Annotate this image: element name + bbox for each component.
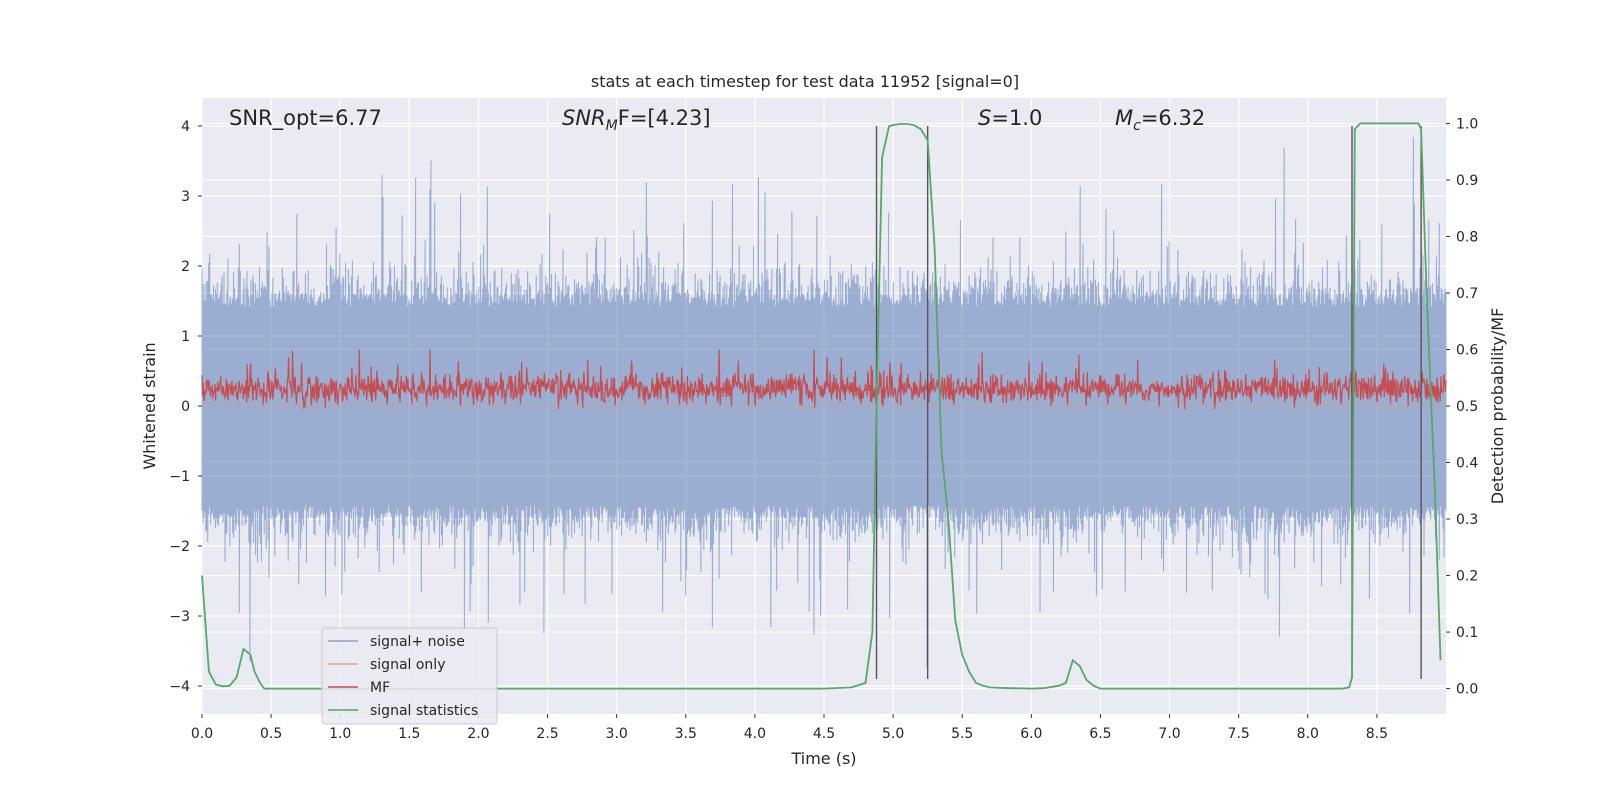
x-ticks: 0.0 0.5 1.0 1.5 2.0 2.5 3.0 3.5 4.0 4.5 5.0 5.5 6.0 6… [191,714,1388,742]
legend-entry: signal only [328,657,445,673]
y2-tick-label: 0.7 [1456,286,1478,302]
y2-ticks: 0.0 0.1 0.2 0.3 0.4 0.5 0.6 0.7 0.8 0.9 1.0 [1446,116,1478,698]
y2-tick-label: 0.6 [1456,342,1478,358]
mf-series [201,349,1447,409]
x-tick-label: 3.5 [675,726,697,742]
y-tick-label: −3 [169,609,190,625]
y-tick-label: 1 [181,329,190,345]
y2-axis-label: Detection probability/MF [1488,308,1507,505]
legend-entry: signal statistics [328,703,478,719]
y2-tick-label: 0.9 [1456,173,1478,189]
y-tick-label: −4 [169,679,190,695]
x-tick-label: 4.0 [744,726,766,742]
x-tick-label: 5.5 [951,726,973,742]
legend-entry: signal+ noise [328,634,465,650]
y2-tick-label: 0.1 [1456,625,1478,641]
legend-box [321,627,498,725]
legend-label: MF [370,680,390,696]
y2-tick-label: 0.0 [1456,682,1478,698]
annotation-mc: Mc=6.32 [1115,106,1205,134]
annotation-snr-opt: SNR_opt=6.77 [229,106,382,131]
x-tick-label: 2.0 [467,726,489,742]
y2-tick-label: 1.0 [1456,116,1478,132]
y-tick-label: −2 [169,539,190,555]
x-axis-label: Time (s) [790,749,856,768]
y-tick-label: 0 [181,399,190,415]
x-tick-label: 0.5 [260,726,282,742]
signal-statistics-series [201,122,1442,690]
x-tick-label: 3.0 [606,726,628,742]
noise-series [201,137,1447,668]
x-tick-label: 8.5 [1366,726,1388,742]
signal-noise-line [201,137,1447,668]
chart-title: stats at each timestep for test data 119… [591,72,1019,91]
x-tick-label: 5.0 [882,726,904,742]
signal-statistics-line [201,122,1442,690]
annotation-s: S=1.0 [978,106,1042,130]
x-tick-label: 1.0 [329,726,351,742]
x-tick-label: 7.5 [1228,726,1250,742]
legend-entry: MF [328,680,390,696]
y2-tick-label: 0.8 [1456,229,1478,245]
y-axis-label: Whitened strain [140,342,159,469]
legend-label: signal statistics [370,703,478,719]
legend-label: signal+ noise [370,634,465,650]
annotations: SNR_opt=6.77 SNRMF=[4.23] S=1.0 Mc=6.32 [229,106,1205,134]
y-tick-label: 3 [181,189,190,205]
x-tick-label: 2.5 [536,726,558,742]
x-tick-label: 6.0 [1020,726,1042,742]
x-tick-label: 4.5 [813,726,835,742]
x-tick-label: 7.0 [1158,726,1180,742]
legend: signal+ noise signal only MF signal stat… [321,627,498,725]
y-ticks: −4 −3 −2 −1 0 1 2 3 4 [169,119,202,695]
y2-tick-label: 0.4 [1456,456,1478,472]
y2-tick-label: 0.2 [1456,569,1478,585]
y-tick-label: 2 [181,259,190,275]
y-tick-label: 4 [181,119,190,135]
x-tick-label: 0.0 [191,726,213,742]
y2-tick-label: 0.5 [1456,399,1478,415]
annotation-snr-mf: SNRMF=[4.23] [562,106,711,134]
y2-tick-label: 0.3 [1456,512,1478,528]
x-tick-label: 1.5 [398,726,420,742]
x-tick-label: 8.0 [1297,726,1319,742]
legend-label: signal only [370,657,445,673]
y-tick-label: −1 [169,469,190,485]
x-tick-label: 6.5 [1089,726,1111,742]
mf-line [201,349,1447,409]
